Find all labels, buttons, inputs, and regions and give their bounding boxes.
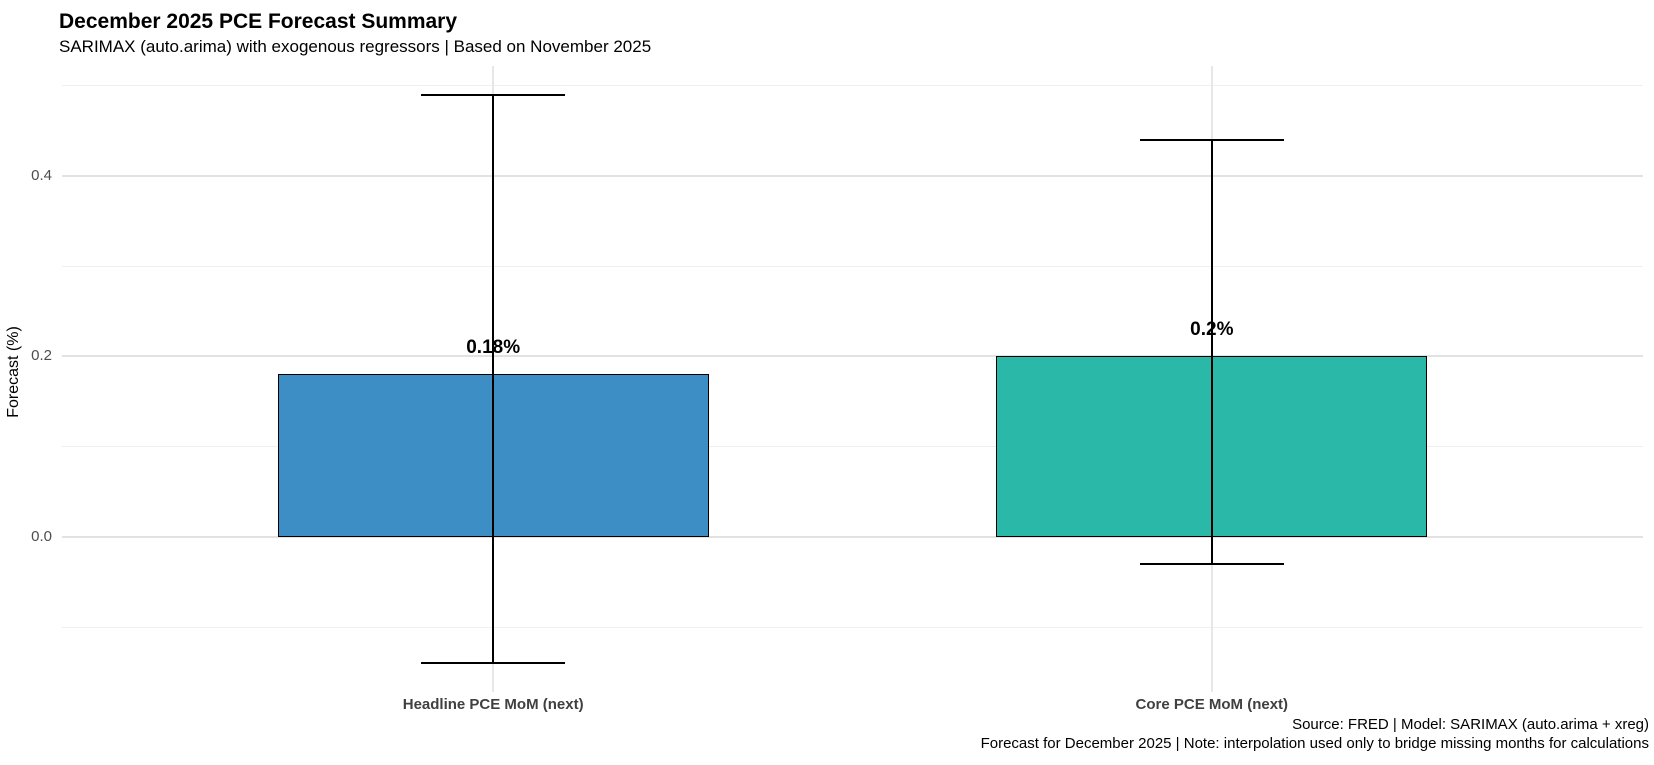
chart-title: December 2025 PCE Forecast Summary bbox=[59, 10, 458, 33]
error-bar-cap-bottom bbox=[1139, 563, 1284, 565]
bar-value-label: 0.2% bbox=[1190, 319, 1234, 341]
error-bar-line bbox=[492, 94, 494, 664]
error-bar-cap-bottom bbox=[421, 662, 566, 664]
error-bar-cap-top bbox=[1139, 139, 1284, 141]
bar-value-label: 0.18% bbox=[466, 337, 521, 359]
gridline-major bbox=[62, 355, 1643, 358]
error-bar-cap-top bbox=[421, 94, 566, 96]
y-tick-label: 0.4 bbox=[31, 167, 52, 185]
caption-line-2: Forecast for December 2025 | Note: inter… bbox=[980, 734, 1649, 752]
gridline-minor bbox=[62, 626, 1643, 628]
x-category-label: Headline PCE MoM (next) bbox=[402, 696, 584, 713]
y-tick-label: 0.2 bbox=[31, 347, 52, 365]
gridline-major bbox=[62, 175, 1643, 178]
gridline-minor bbox=[62, 85, 1643, 87]
chart-subtitle: SARIMAX (auto.arima) with exogenous regr… bbox=[59, 37, 652, 56]
gridline-major bbox=[62, 535, 1643, 538]
caption: Source: FRED | Model: SARIMAX (auto.arim… bbox=[981, 716, 1649, 753]
x-category-label: Core PCE MoM (next) bbox=[1135, 696, 1289, 713]
caption-line-1: Source: FRED | Model: SARIMAX (auto.arim… bbox=[1292, 716, 1649, 733]
gridline-minor bbox=[62, 265, 1643, 267]
y-tick-label: 0.0 bbox=[31, 527, 52, 545]
gridline-minor bbox=[62, 446, 1643, 448]
y-axis-title: Forecast (%) bbox=[5, 326, 22, 418]
error-bar-line bbox=[1211, 139, 1213, 564]
